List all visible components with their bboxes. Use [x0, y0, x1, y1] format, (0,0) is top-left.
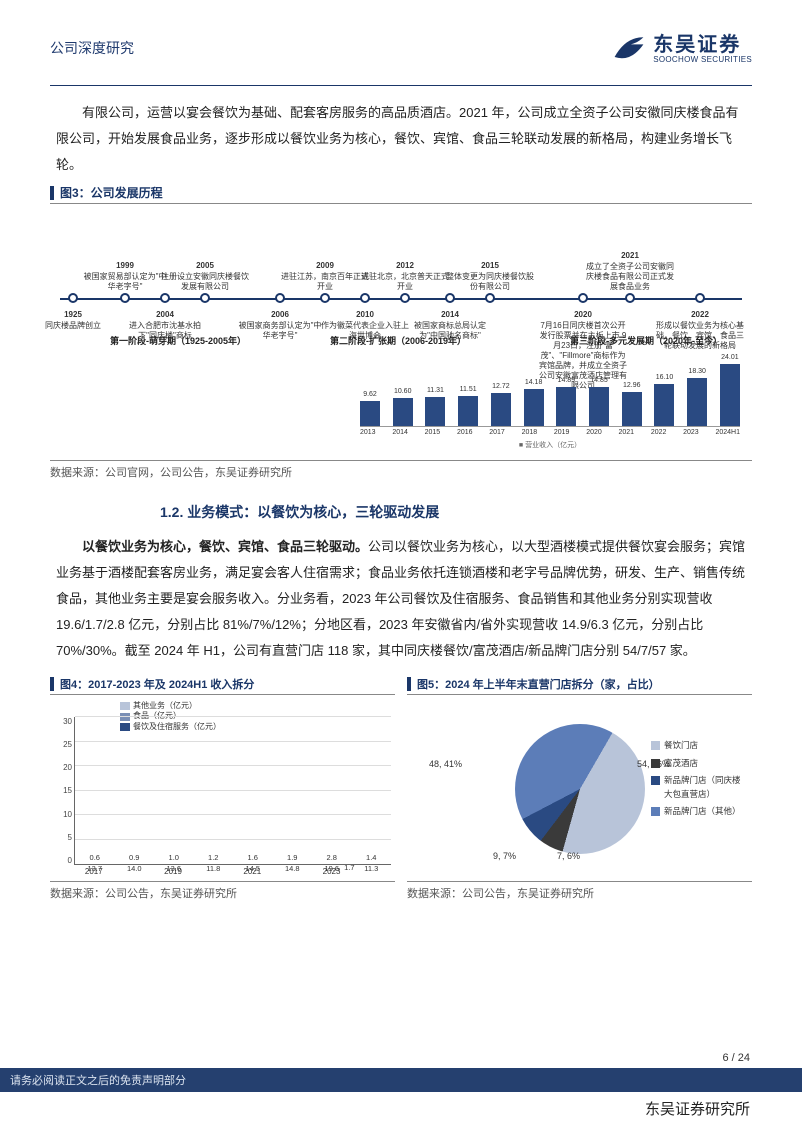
- fig3-heading: 图3：公司发展历程: [50, 184, 752, 201]
- fig4-plot: 13.70.614.00.913.61.011.81.214.51.614.81…: [74, 717, 391, 865]
- rev-bar: 24.01: [720, 364, 740, 426]
- rev-bar: 18.30: [687, 378, 707, 426]
- fig5-legend: 餐饮门店富茂酒店新品牌门店（同庆楼大包直营店）新品牌门店（其他）: [651, 739, 744, 823]
- timeline-phase: 第二阶段-扩张期（2006-2019年）: [330, 334, 466, 347]
- logo-en: SOOCHOW SECURITIES: [653, 56, 752, 65]
- fig3-source: 数据来源：公司官网，公司公告，东吴证券研究所: [50, 460, 752, 480]
- para-lead-bold: 以餐饮业务为核心，餐饮、宾馆、食品三轮驱动。: [82, 539, 368, 554]
- section-1-2-heading: 1.2. 业务模式：以餐饮为核心，三轮驱动发展: [160, 502, 752, 522]
- timeline-event-1925: 1925同庆楼品牌创立: [28, 310, 118, 331]
- rev-bar: 12.96: [622, 392, 642, 426]
- fig5-heading: 图5：2024 年上半年末直营门店拆分（家，占比）: [407, 676, 752, 692]
- para-rest: 公司以餐饮业务为核心，以大型酒楼模式提供餐饮宴会服务；宾馆业务基于酒楼配套客房业…: [56, 539, 745, 658]
- pie-slice-label: 48, 41%: [429, 759, 462, 769]
- page-number: 6 / 24: [0, 1052, 802, 1068]
- timeline-event-1999: 1999被国家贸易部认定为"中华老字号": [80, 261, 170, 292]
- page-footer: 6 / 24 请务必阅读正文之后的免责声明部分 东吴证券研究所: [0, 1052, 802, 1133]
- fig4-source: 数据来源：公司公告，东吴证券研究所: [50, 881, 395, 901]
- intro-paragraph: 有限公司，运营以宴会餐饮为基础、配套客房服务的高品质酒店。2021 年，公司成立…: [50, 100, 752, 178]
- timeline-phase: 第一阶段-萌芽期（1925-2005年）: [110, 334, 246, 347]
- pie-graphic: [515, 724, 645, 854]
- timeline-rev-bars: 9.62 10.60 11.31 11.51 12.72 14.18 14.89 14.85 1…: [360, 362, 740, 447]
- timeline-event-2021: 2021成立了全资子公司安徽同庆楼食品有限公司正式发展食品业务: [585, 251, 675, 292]
- rev-bar: 16.10: [654, 384, 674, 426]
- fig5-source: 数据来源：公司公告，东吴证券研究所: [407, 881, 752, 901]
- timeline-chart: 1925同庆楼品牌创立1999被国家贸易部认定为"中华老字号"2004进入合肥市…: [50, 212, 752, 452]
- timeline-event-2015: 2015整体变更为同庆楼餐饮股份有限公司: [445, 261, 535, 292]
- timeline-event-2005: 2005注册设立安徽同庆楼餐饮发展有限公司: [160, 261, 250, 292]
- rev-bar: 14.89: [556, 387, 576, 426]
- fig3-rule-top: [50, 203, 752, 204]
- fig5-col: 图5：2024 年上半年末直营门店拆分（家，占比） 54, 46%7, 6%9,…: [407, 670, 752, 901]
- timeline-bar-legend: ■ 营业收入（亿元）: [360, 440, 740, 450]
- timeline-event-2009: 2009进驻江苏，南京百年正式开业: [280, 261, 370, 292]
- rev-bar: 14.18: [524, 389, 544, 426]
- section-1-2-para: 以餐饮业务为核心，餐饮、宾馆、食品三轮驱动。公司以餐饮业务为核心，以大型酒楼模式…: [50, 534, 752, 664]
- fig4-x-axis: 2017201920212023: [74, 867, 391, 879]
- company-logo: 东吴证券 SOOCHOW SECURITIES: [611, 30, 752, 69]
- rev-bar: 9.62: [360, 401, 380, 426]
- fig4-heading: 图4：2017-2023 年及 2024H1 收入拆分: [50, 676, 395, 692]
- rev-bar: 11.51: [458, 396, 478, 426]
- timeline-phase: 第三阶段-多元发展期（2020年-至今）: [570, 334, 722, 347]
- pie-slice-label: 7, 6%: [557, 851, 580, 861]
- timeline-event-2012: 2012进驻北京，北京普天正式开业: [360, 261, 450, 292]
- pie-slice-label: 9, 7%: [493, 851, 516, 861]
- footer-disclaimer: 请务必阅读正文之后的免责声明部分: [0, 1068, 802, 1092]
- page-header: 公司深度研究 东吴证券 SOOCHOW SECURITIES: [50, 30, 752, 69]
- logo-icon: [611, 30, 647, 69]
- rev-bar: 12.72: [491, 393, 511, 426]
- fig3-title: 图3：公司发展历程: [60, 184, 163, 201]
- two-col-figures: 图4：2017-2023 年及 2024H1 收入拆分 其他业务（亿元）食品（亿…: [50, 670, 752, 901]
- logo-cn: 东吴证券: [653, 34, 752, 56]
- fig4-chart: 其他业务（亿元）食品（亿元）餐饮及住宿服务（亿元） 302520151050 1…: [50, 699, 395, 879]
- timeline-event-2006: 2006被国家商务部认定为"中华老字号": [235, 310, 325, 341]
- fig4-y-axis: 302520151050: [50, 717, 72, 865]
- header-rule: [50, 85, 752, 86]
- header-title: 公司深度研究: [50, 30, 134, 58]
- rev-bar: 10.60: [393, 398, 413, 426]
- footer-brand: 东吴证券研究所: [0, 1092, 802, 1133]
- fig5-chart: 54, 46%7, 6%9, 7%48, 41% 餐饮门店富茂酒店新品牌门店（同…: [407, 699, 752, 879]
- rev-bar: 14.85: [589, 387, 609, 426]
- rev-bar: 11.31: [425, 397, 445, 426]
- fig4-col: 图4：2017-2023 年及 2024H1 收入拆分 其他业务（亿元）食品（亿…: [50, 670, 395, 901]
